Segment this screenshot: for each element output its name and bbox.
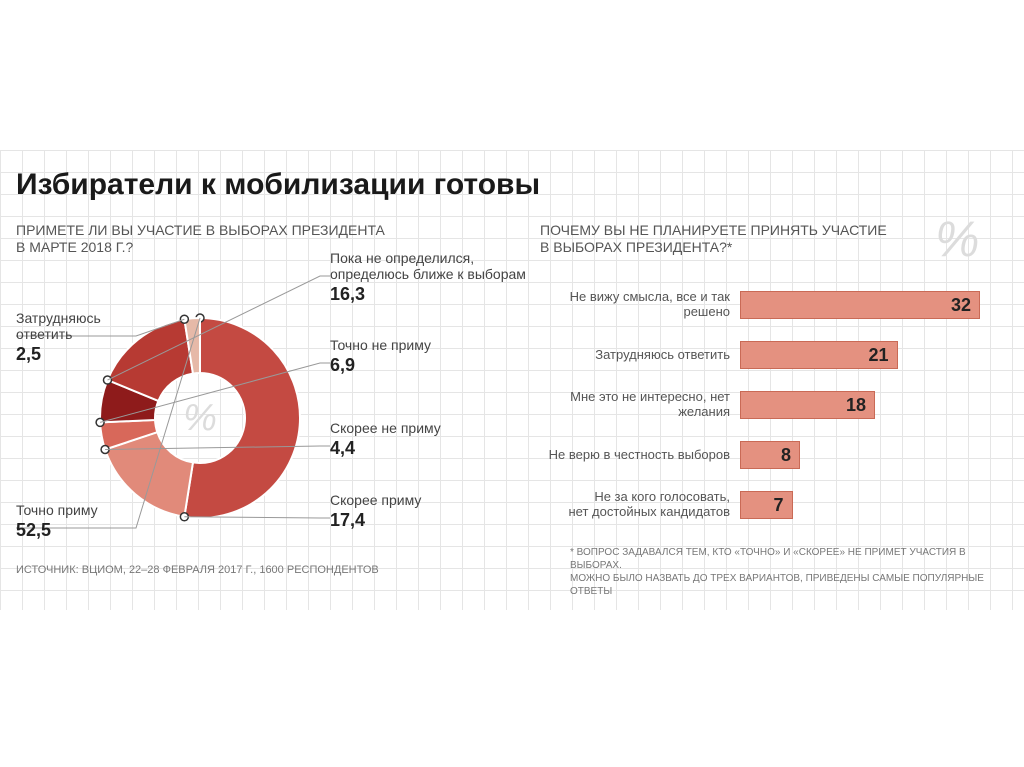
bar-row: Не за кого голосовать,нет достойных канд… xyxy=(540,480,990,530)
bar-row: Затрудняюсь ответить21 xyxy=(540,330,990,380)
source-text: ИСТОЧНИК: ВЦИОМ, 22–28 ФЕВРАЛЯ 2017 Г., … xyxy=(16,564,379,576)
bar-label: Мне это не интересно, нет желания xyxy=(540,390,740,420)
donut-callout-value: 2,5 xyxy=(16,344,101,365)
bar-track: 18 xyxy=(740,391,990,419)
donut-callout-value: 17,4 xyxy=(330,510,421,531)
bar-fill: 21 xyxy=(740,341,898,369)
donut-callout-label: Затрудняюсьответить xyxy=(16,310,101,342)
donut-marker xyxy=(180,513,188,521)
donut-callout: Точно приму 52,5 xyxy=(16,502,98,541)
bar-row: Не вижу смысла, все и так решено32 xyxy=(540,280,990,330)
bar-fill: 7 xyxy=(740,491,793,519)
donut-callout-value: 16,3 xyxy=(330,284,526,305)
donut-marker xyxy=(101,445,109,453)
donut-callout-label: Точно не приму xyxy=(330,337,431,353)
bar-label: Не за кого голосовать,нет достойных канд… xyxy=(540,490,740,520)
donut-slice xyxy=(184,318,300,518)
donut-marker xyxy=(180,315,188,323)
donut-callout-value: 52,5 xyxy=(16,520,98,541)
bar-track: 7 xyxy=(740,491,990,519)
main-title: Избиратели к мобилизации готовы xyxy=(16,168,540,202)
donut-callout-label: Пока не определился,определюсь ближе к в… xyxy=(330,250,526,282)
donut-callout-value: 6,9 xyxy=(330,355,431,376)
bar-label: Не вижу смысла, все и так решено xyxy=(540,290,740,320)
bar-track: 8 xyxy=(740,441,990,469)
bar-label: Затрудняюсь ответить xyxy=(540,348,740,363)
donut-marker xyxy=(96,418,104,426)
donut-chart: % xyxy=(90,308,310,528)
donut-callout: Точно не приму 6,9 xyxy=(330,337,431,376)
bar-fill: 18 xyxy=(740,391,875,419)
donut-callout: Скорее приму 17,4 xyxy=(330,492,421,531)
percent-symbol-bars: % xyxy=(935,210,979,268)
donut-callout-label: Скорее приму xyxy=(330,492,421,508)
bar-fill: 32 xyxy=(740,291,980,319)
bar-row: Не верю в честность выборов8 xyxy=(540,430,990,480)
bar-fill: 8 xyxy=(740,441,800,469)
bar-row: Мне это не интересно, нет желания18 xyxy=(540,380,990,430)
bar-chart: Не вижу смысла, все и так решено32Затруд… xyxy=(540,280,990,530)
donut-callout: Пока не определился,определюсь ближе к в… xyxy=(330,250,526,305)
donut-callout: Скорее не приму 4,4 xyxy=(330,420,441,459)
bars-question: ПОЧЕМУ ВЫ НЕ ПЛАНИРУЕТЕ ПРИНЯТЬ УЧАСТИЕВ… xyxy=(540,222,887,256)
donut-marker xyxy=(103,376,111,384)
bar-label: Не верю в честность выборов xyxy=(540,448,740,463)
bars-footnote: * ВОПРОС ЗАДАВАЛСЯ ТЕМ, КТО «ТОЧНО» И «С… xyxy=(570,546,990,598)
donut-callout-label: Скорее не приму xyxy=(330,420,441,436)
donut-callout-value: 4,4 xyxy=(330,438,441,459)
bar-track: 32 xyxy=(740,291,990,319)
donut-callout-label: Точно приму xyxy=(16,502,98,518)
bar-track: 21 xyxy=(740,341,990,369)
donut-callout: Затрудняюсьответить2,5 xyxy=(16,310,101,365)
